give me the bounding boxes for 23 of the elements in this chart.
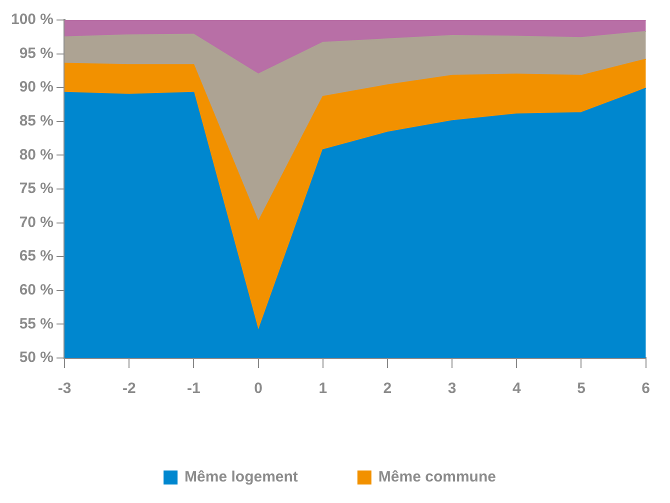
x-tick-label: 1 xyxy=(318,380,328,398)
x-tick-label: -2 xyxy=(122,380,136,398)
y-tick-label: 85 % xyxy=(19,112,54,130)
legend-label: Même logement xyxy=(184,468,298,486)
y-tick-label: 90 % xyxy=(19,78,54,96)
x-tick-label: 0 xyxy=(254,380,262,398)
x-tick-label: 6 xyxy=(642,380,650,398)
x-tick-label: -3 xyxy=(58,380,72,398)
x-tick-label: 3 xyxy=(448,380,456,398)
legend-label: Même commune xyxy=(378,468,496,486)
x-tick-label: -1 xyxy=(187,380,200,398)
y-tick-label: 55 % xyxy=(19,315,54,332)
y-tick-label: 70 % xyxy=(19,214,54,231)
y-tick-label: 65 % xyxy=(19,248,54,265)
x-tick-label: 5 xyxy=(577,380,586,398)
y-tick-label: 60 % xyxy=(19,282,54,299)
x-tick-label: 4 xyxy=(512,380,522,398)
y-tick-label: 75 % xyxy=(19,180,54,198)
y-tick-label: 80 % xyxy=(19,146,54,164)
y-tick-label: 95 % xyxy=(19,44,54,62)
y-tick-label: 50 % xyxy=(19,349,54,366)
y-tick-label: 100 % xyxy=(10,11,54,28)
x-tick-label: 2 xyxy=(383,380,392,398)
